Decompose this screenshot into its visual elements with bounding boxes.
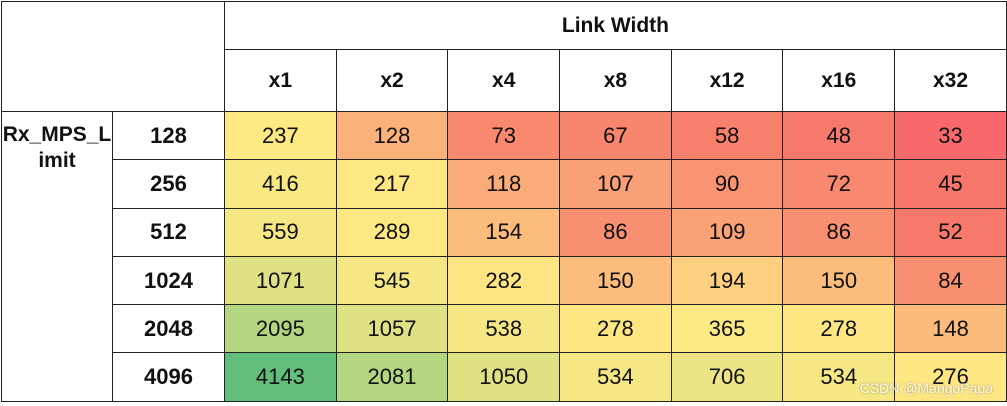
data-cell: 150 [782, 255, 896, 306]
column-header: x1 [224, 49, 337, 112]
data-cell: 107 [559, 159, 672, 209]
data-cell: 128 [335, 110, 449, 161]
data-cell: 48 [782, 110, 896, 161]
watermark: CSDN @MangoPapa [859, 380, 993, 396]
data-cell: 90 [670, 159, 784, 209]
data-cell: 84 [894, 255, 1007, 306]
column-header: x12 [670, 49, 784, 112]
data-cell: 2081 [335, 352, 449, 402]
data-cell: 154 [447, 207, 561, 257]
data-cell: 148 [894, 304, 1007, 354]
group-header: Link Width [224, 1, 1007, 50]
data-cell: 237 [224, 110, 337, 161]
data-cell: 73 [447, 110, 561, 161]
column-header: x4 [447, 49, 561, 112]
data-cell: 1071 [224, 255, 337, 306]
data-cell: 538 [447, 304, 561, 354]
data-cell: 534 [559, 352, 672, 402]
column-header: x16 [782, 49, 896, 112]
data-cell: 545 [335, 255, 449, 306]
row-label: 1024 [112, 255, 225, 306]
data-cell: 86 [559, 207, 672, 257]
data-cell: 276 [894, 352, 1007, 402]
data-cell: 706 [670, 352, 784, 402]
data-cell: 2095 [224, 304, 337, 354]
data-cell: 559 [224, 207, 337, 257]
data-cell: 416 [224, 159, 337, 209]
data-cell: 278 [559, 304, 672, 354]
data-cell: 278 [782, 304, 896, 354]
row-label: 4096 [112, 352, 225, 402]
data-cell: 217 [335, 159, 449, 209]
data-cell: 45 [894, 159, 1007, 209]
data-cell: 534 [782, 352, 896, 402]
column-header: x32 [894, 49, 1007, 112]
row-label: 2048 [112, 304, 225, 354]
row-label: 128 [112, 110, 225, 161]
column-header: x8 [559, 49, 672, 112]
data-cell: 109 [670, 207, 784, 257]
corner [1, 1, 225, 112]
column-header: x2 [335, 49, 449, 112]
data-cell: 289 [335, 207, 449, 257]
data-cell: 118 [447, 159, 561, 209]
data-cell: 86 [782, 207, 896, 257]
row-label: 512 [112, 207, 225, 257]
data-cell: 365 [670, 304, 784, 354]
data-cell: 67 [559, 110, 672, 161]
data-cell: 58 [670, 110, 784, 161]
row-group-label: Rx_MPS_Limit [1, 111, 113, 402]
data-cell: 1057 [335, 304, 449, 354]
data-cell: 1050 [447, 352, 561, 402]
data-cell: 72 [782, 159, 896, 209]
data-cell: 52 [894, 207, 1007, 257]
data-cell: 4143 [224, 352, 337, 402]
row-label: 256 [112, 159, 225, 209]
data-cell: 33 [894, 110, 1007, 161]
data-cell: 282 [447, 255, 561, 306]
data-cell: 150 [559, 255, 672, 306]
data-cell: 194 [670, 255, 784, 306]
